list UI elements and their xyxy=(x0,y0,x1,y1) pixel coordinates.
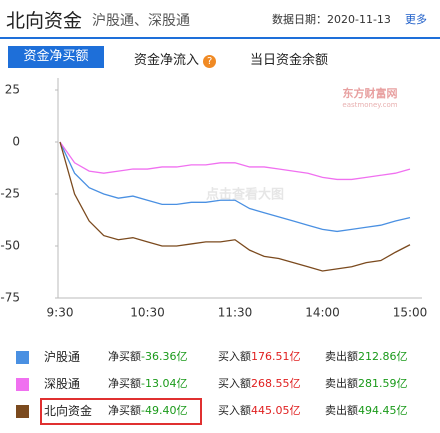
tab-active[interactable]: 资金净买额 xyxy=(8,46,104,68)
sell-label: 卖出额 xyxy=(325,350,358,363)
net-value: -13.04亿 xyxy=(141,377,188,390)
chart: 东方财富网 eastmoney.com 点击查看大图 25 0 -25 -50 -75 9… xyxy=(0,78,428,320)
buy-label: 买入额 xyxy=(218,404,251,417)
y-tick-label: -75 xyxy=(0,291,20,305)
net-label: 净买额 xyxy=(108,404,141,417)
y-tick-label: -50 xyxy=(0,239,20,253)
net-cell: 净买额-49.40亿 xyxy=(108,398,187,424)
sell-cell: 卖出额494.45亿 xyxy=(325,398,408,424)
buy-value: 268.55亿 xyxy=(251,377,301,390)
x-tick-label: 9:30 xyxy=(47,306,74,320)
tab[interactable]: 当日资金余额 xyxy=(250,53,329,68)
series-name: 沪股通 xyxy=(44,350,81,364)
buy-cell: 买入额268.55亿 xyxy=(218,371,301,397)
table-row: 深股通 净买额-13.04亿 买入额268.55亿 卖出额281.59亿 xyxy=(0,371,440,397)
sell-cell: 卖出额212.86亿 xyxy=(325,344,408,370)
line xyxy=(59,141,411,272)
series-swatch xyxy=(16,378,29,391)
tab-label: 资金净流入 xyxy=(134,53,200,68)
table-row: 北向资金 净买额-49.40亿 买入额445.05亿 卖出额494.45亿 xyxy=(0,398,440,424)
sell-cell: 卖出额281.59亿 xyxy=(325,371,408,397)
x-tick-label: 15:00 xyxy=(393,306,428,320)
series-swatch xyxy=(16,351,29,364)
x-tick-label: 10:30 xyxy=(130,306,165,320)
series-name: 北向资金 xyxy=(44,404,93,418)
sell-value: 212.86亿 xyxy=(358,350,408,363)
net-value: -49.40亿 xyxy=(141,404,188,417)
net-label: 净买额 xyxy=(108,350,141,363)
table-row: 沪股通 净买额-36.36亿 买入额176.51亿 卖出额212.86亿 xyxy=(0,344,440,370)
sell-value: 494.45亿 xyxy=(358,404,408,417)
y-tick-label: 25 xyxy=(5,83,20,97)
sell-label: 卖出额 xyxy=(325,404,358,417)
tab[interactable]: 资金净流入 ? xyxy=(134,49,217,68)
watermark-sub: eastmoney.com xyxy=(342,101,397,109)
sell-label: 卖出额 xyxy=(325,377,358,390)
buy-label: 买入额 xyxy=(218,350,251,363)
title: 北向资金 xyxy=(6,10,83,32)
net-label: 净买额 xyxy=(108,377,141,390)
net-value: -36.36亿 xyxy=(141,350,188,363)
buy-value: 445.05亿 xyxy=(251,404,301,417)
series-name: 深股通 xyxy=(44,377,81,391)
highlight-box xyxy=(40,398,202,425)
buy-label: 买入额 xyxy=(218,377,251,390)
buy-cell: 买入额176.51亿 xyxy=(218,344,301,370)
series-swatch xyxy=(16,405,29,418)
x-tick-label: 11:30 xyxy=(218,306,253,320)
line xyxy=(59,141,411,233)
help-icon[interactable]: ? xyxy=(203,55,217,68)
y-tick-label: -25 xyxy=(0,187,20,201)
sell-value: 281.59亿 xyxy=(358,377,408,390)
buy-value: 176.51亿 xyxy=(251,350,301,363)
watermark-logo: 东方财富网 xyxy=(343,86,398,100)
header-rule xyxy=(0,37,440,39)
line xyxy=(59,141,411,181)
buy-cell: 买入额445.05亿 xyxy=(218,398,301,424)
date: 数据日期：2020-11-13 xyxy=(272,13,391,26)
more-link[interactable]: 更多 xyxy=(405,13,427,26)
net-cell: 净买额-13.04亿 xyxy=(108,371,187,397)
subtitle: 沪股通、深股通 xyxy=(92,13,190,29)
net-cell: 净买额-36.36亿 xyxy=(108,344,187,370)
watermark: 点击查看大图 xyxy=(206,187,284,203)
y-tick-label: 0 xyxy=(12,135,20,149)
x-tick-label: 14:00 xyxy=(305,306,340,320)
